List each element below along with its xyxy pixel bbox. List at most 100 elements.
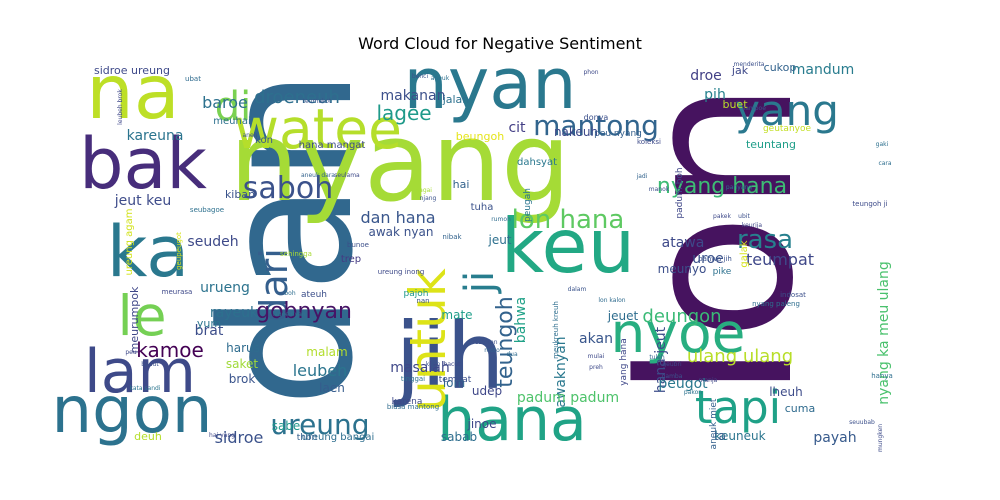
cloud-word: kata sandi [129, 385, 160, 392]
cloud-word: nyang [229, 98, 571, 226]
cloud-word: jeut [487, 233, 511, 247]
cloud-word: tinggai [401, 375, 425, 383]
cloud-word: nibak [442, 233, 462, 241]
cloud-word: jeuet [607, 309, 639, 323]
cloud-word: restoran [472, 339, 497, 346]
cloud-word: atawa [662, 235, 705, 251]
cloud-word: koleksi [637, 138, 661, 146]
cloud-word: sidroe ureung [94, 64, 170, 77]
cloud-word: geupeugot [175, 232, 183, 270]
cloud-word: tuha [471, 202, 494, 213]
cloud-word: dua [506, 351, 518, 358]
cloud-word: manok [649, 186, 670, 193]
cloud-word: badut [141, 361, 159, 368]
cloud-word: sampoe [742, 105, 766, 112]
cloud-word: teungoh [493, 296, 518, 387]
cloud-word: meurasa [162, 288, 193, 296]
cloud-word: teuntang [746, 138, 796, 151]
cloud-word: nan [416, 297, 429, 305]
cloud-word: bacut [444, 361, 462, 368]
cloud-word: cukop [764, 61, 797, 74]
cloud-word: payah [813, 430, 856, 446]
cloud-word: keurija [742, 222, 763, 229]
cloud-word: meukreuh kreuh [552, 301, 560, 359]
cloud-word: ureung [270, 408, 369, 441]
cloud-word: boh [284, 290, 295, 297]
cloud-word: sidroe [215, 428, 264, 447]
cloud-word: aneuk [431, 75, 450, 82]
cloud-word: peugah [523, 188, 533, 222]
cloud-word: dan hana [360, 208, 435, 227]
cloud-word: lagee nyan [272, 311, 305, 318]
cloud-word: donya [584, 113, 609, 122]
cloud-word: seuubab [849, 419, 875, 426]
cloud-word: peu [125, 349, 137, 356]
cloud-word: pih [704, 87, 726, 103]
cloud-word: aneh [243, 132, 258, 139]
cloud-word: udep [472, 384, 502, 398]
cloud-word: keu [501, 202, 635, 290]
cloud-word: hana [437, 385, 587, 455]
cloud-word: makanan [381, 88, 446, 104]
cloud-word: hanya [871, 372, 893, 380]
cloud-word: seubagoe [190, 206, 224, 214]
cloud-word: trep [341, 254, 361, 265]
cloud-word: droeneuh [254, 87, 340, 108]
cloud-word: indosat [780, 291, 806, 299]
cloud-word: meurumpok [128, 286, 141, 353]
cloud-word: yang [735, 86, 839, 135]
cloud-word: benci [412, 73, 429, 80]
cloud-word: hai yang [209, 432, 235, 439]
cloud-word: harus [226, 341, 260, 355]
cloud-word: peugot [658, 376, 708, 392]
cloud-word: cara [878, 160, 891, 167]
cloud-word: pakek [713, 213, 731, 220]
cloud-word: hai [453, 178, 470, 191]
cloud-word: bak [79, 123, 207, 205]
cloud-word: gobnyan [256, 299, 352, 324]
cloud-word: padum padum [517, 390, 619, 406]
cloud-word: keuneuk [714, 429, 765, 443]
cloud-word: pike [713, 267, 732, 277]
cloud-word: dalam [568, 286, 587, 293]
cloud-word: ureung bangai [302, 432, 375, 443]
cloud-word: awaknyan [553, 336, 569, 407]
cloud-word: ubat [185, 75, 201, 83]
cloud-word: ubit [738, 213, 750, 220]
cloud-word: bahwa jih [698, 255, 732, 263]
cloud-word: sagai [416, 187, 432, 194]
cloud-word: tempat [439, 375, 472, 385]
cloud-word: malam [306, 345, 347, 359]
cloud-word: hana jeut [653, 326, 669, 393]
cloud-word: gamba [662, 373, 683, 380]
cloud-word: tapi [695, 381, 781, 434]
cloud-word: leubeh [293, 361, 348, 380]
cloud-word: masalah [390, 360, 449, 376]
cloud-word: meunyo [658, 262, 707, 276]
cloud-word: deuh [134, 430, 162, 443]
cloud-word: laen [319, 381, 345, 395]
cloud-word: gaki [876, 141, 889, 148]
cloud-word: keuh [426, 361, 441, 368]
cloud-word: yang hana [619, 338, 629, 386]
cloud-word: nakeuh [554, 125, 598, 139]
cloud-word: mantong [533, 109, 659, 142]
cloud-word: rayeuk [210, 305, 259, 321]
cloud-word: leubeh brok [117, 89, 124, 125]
cloud-word: aneuk dara [301, 172, 335, 179]
cloud-word: dari [252, 248, 296, 322]
cloud-word: lom [443, 376, 465, 390]
cloud-word: pajoh [404, 289, 429, 299]
cloud-word: lon [595, 80, 840, 400]
cloud-word: jinoe [467, 417, 497, 431]
cloud-word: mandum [792, 62, 855, 78]
cloud-word: baroe [202, 93, 248, 112]
cloud-word: menderita [733, 61, 764, 68]
cloud-word: uroe [692, 251, 724, 267]
cloud-word: ureung inong [378, 268, 425, 276]
cloud-word: nyang hana [657, 174, 787, 199]
cloud-word: saket [226, 357, 259, 371]
cloud-word: nyang paleng [752, 300, 800, 308]
cloud-word: biasa mantong [387, 403, 439, 411]
